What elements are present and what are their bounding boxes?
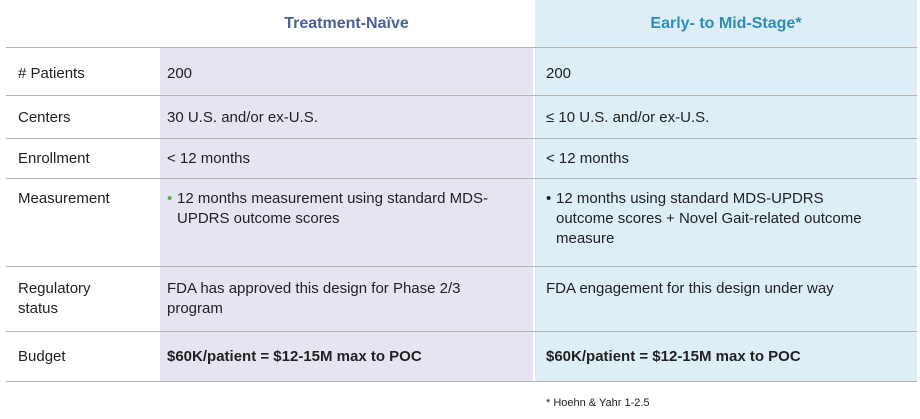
- measurement-a-text: 12 months measurement using standard MDS…: [177, 190, 488, 227]
- column-a-background: [160, 47, 533, 381]
- cell-enrollment-a: < 12 months: [167, 150, 250, 167]
- row-divider: [6, 178, 917, 179]
- cell-enrollment-b: < 12 months: [546, 150, 629, 167]
- row-divider: [6, 266, 917, 267]
- measurement-b-text: 12 months using standard MDS-UPDRS outco…: [556, 190, 862, 247]
- row-label-centers: Centers: [18, 109, 71, 126]
- cell-budget-a: $60K/patient = $12-15M max to POC: [167, 348, 422, 365]
- cell-patients-a: 200: [167, 65, 193, 82]
- row-divider: [6, 381, 917, 382]
- column-b-background: [535, 0, 917, 381]
- row-label-enrollment: Enrollment: [18, 150, 90, 167]
- cell-regulatory-b: FDA engagement for this design under way: [546, 280, 834, 297]
- row-label-regulatory-status: Regulatory status: [18, 280, 91, 317]
- row-label-measurement: Measurement: [18, 190, 110, 207]
- row-label-budget: Budget: [18, 348, 66, 365]
- bullet-icon: •: [167, 190, 173, 207]
- cell-centers-b: ≤ 10 U.S. and/or ex-U.S.: [546, 109, 710, 126]
- cell-measurement-a: • 12 months measurement using standard M…: [167, 189, 497, 229]
- row-label-patients: # Patients: [18, 65, 85, 82]
- column-header-early-mid-stage: Early- to Mid-Stage*: [650, 14, 802, 32]
- row-divider: [6, 331, 917, 332]
- footnote: * Hoehn & Yahr 1-2.5: [546, 397, 650, 409]
- cell-regulatory-a: FDA has approved this design for Phase 2…: [167, 280, 461, 317]
- cell-measurement-b: • 12 months using standard MDS-UPDRS out…: [546, 189, 876, 249]
- row-divider: [6, 47, 917, 48]
- cell-patients-b: 200: [546, 65, 572, 82]
- cell-budget-b: $60K/patient = $12-15M max to POC: [546, 348, 801, 365]
- row-divider: [6, 138, 917, 139]
- bullet-icon: •: [546, 190, 552, 207]
- column-header-treatment-naive: Treatment-Naïve: [284, 14, 409, 32]
- row-divider: [6, 95, 917, 96]
- cell-centers-a: 30 U.S. and/or ex-U.S.: [167, 109, 318, 126]
